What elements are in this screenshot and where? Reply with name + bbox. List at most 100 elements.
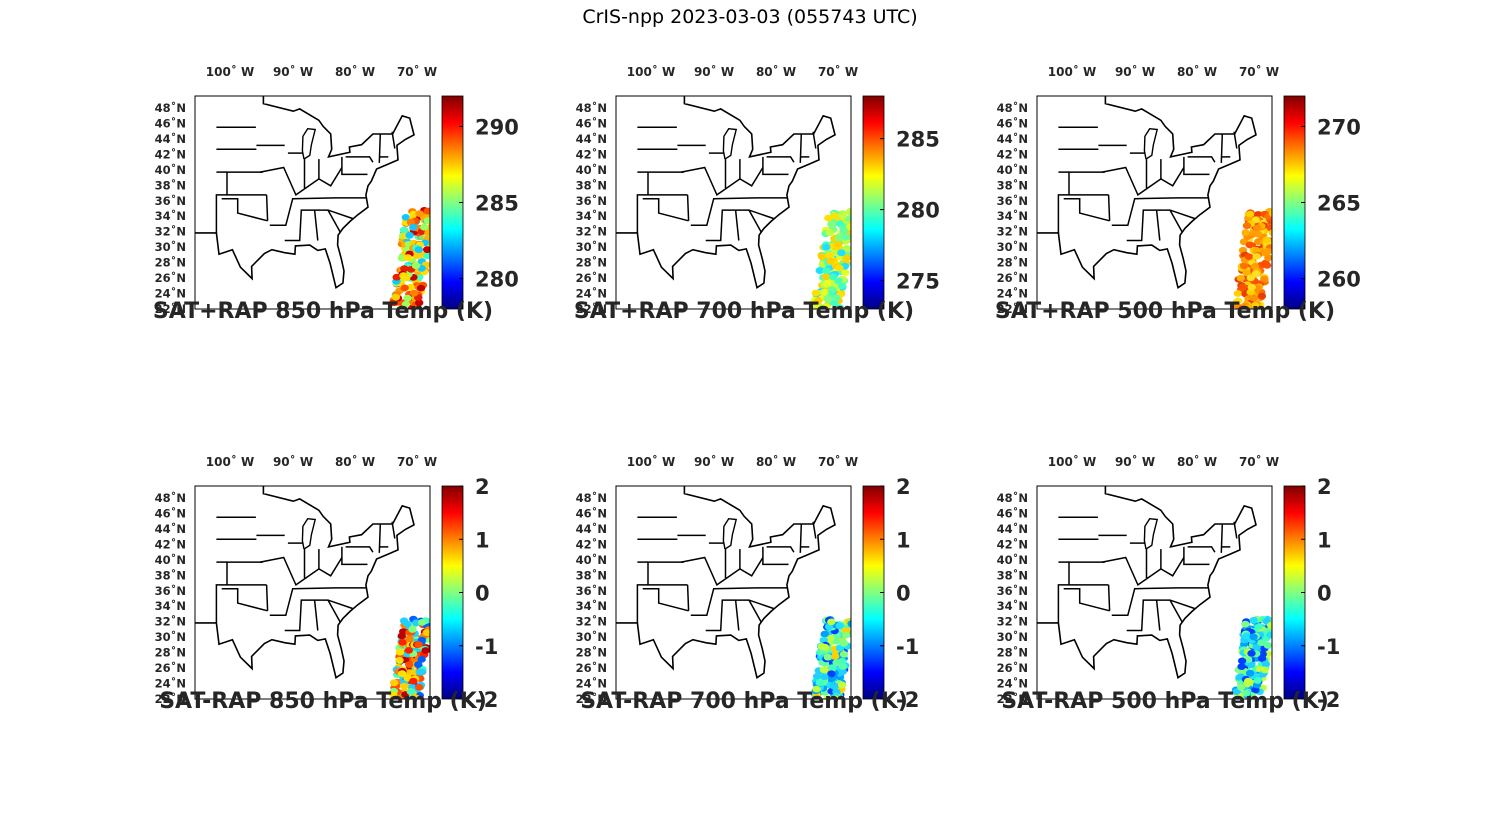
swath-point xyxy=(415,299,424,307)
lon-tick-label: 100˚ W xyxy=(627,64,675,79)
lat-tick-label: 46˚N xyxy=(155,506,186,521)
state-border xyxy=(226,561,263,585)
state-border xyxy=(1102,556,1185,587)
state-border xyxy=(1068,561,1105,585)
lon-tick-label: 100˚ W xyxy=(206,454,254,469)
lat-tick-label: 44˚N xyxy=(997,521,1028,536)
swath-point xyxy=(841,269,850,276)
state-border xyxy=(378,523,382,553)
swath-point xyxy=(838,681,847,689)
state-border xyxy=(734,210,740,241)
state-border xyxy=(341,546,368,566)
swath-point xyxy=(1252,253,1261,260)
colorbar xyxy=(862,95,885,310)
swath-point xyxy=(417,668,426,676)
swath-point xyxy=(823,695,832,699)
swath-point xyxy=(1254,623,1264,630)
swath-point xyxy=(406,669,416,676)
swath-point xyxy=(1253,677,1262,684)
swath-point xyxy=(404,647,414,654)
lat-tick-label: 36˚N xyxy=(997,193,1028,208)
lat-tick-label: 38˚N xyxy=(997,567,1028,582)
swath-point xyxy=(847,210,851,217)
swath-point xyxy=(846,223,851,231)
colorbar-tick-label: 2 xyxy=(1317,475,1332,499)
swath-point xyxy=(1266,224,1272,232)
swath-point xyxy=(830,299,839,307)
lon-tick-label: 80˚ W xyxy=(1177,454,1217,469)
state-border xyxy=(766,156,795,163)
state-border xyxy=(341,156,368,176)
swath-point xyxy=(398,639,407,646)
lat-tick-label: 28˚N xyxy=(155,645,186,660)
lat-tick-label: 22˚N xyxy=(997,301,1028,316)
swath-point xyxy=(839,651,849,658)
swath-point xyxy=(1260,666,1269,674)
lat-tick-label: 34˚N xyxy=(576,598,607,613)
swath-point xyxy=(827,286,837,293)
lat-tick-label: 30˚N xyxy=(155,239,186,254)
lat-tick-label: 44˚N xyxy=(997,131,1028,146)
state-border xyxy=(799,133,803,163)
lat-tick-label: 26˚N xyxy=(576,270,607,285)
lat-tick-label: 22˚N xyxy=(155,691,186,706)
panel-title: SAT-RAP 850 hPa Temp (K) xyxy=(159,689,487,714)
swath-point xyxy=(405,635,414,643)
satellite-swath xyxy=(389,207,430,309)
swath-point xyxy=(411,262,421,270)
state-border xyxy=(313,210,319,241)
state-border xyxy=(799,523,803,553)
swath-point xyxy=(832,294,841,301)
colorbar-tick-label: 265 xyxy=(1317,192,1361,216)
swath-point xyxy=(1266,621,1272,629)
lat-tick-label: 34˚N xyxy=(576,208,607,223)
state-border xyxy=(681,556,764,587)
lat-tick-label: 44˚N xyxy=(155,521,186,536)
lat-tick-label: 26˚N xyxy=(155,270,186,285)
swath-point xyxy=(414,661,423,668)
lat-tick-label: 28˚N xyxy=(997,645,1028,660)
swath-point xyxy=(1238,283,1247,291)
swath-point xyxy=(1246,288,1255,296)
swath-point xyxy=(835,264,844,272)
map-panel: 100˚ W 90˚ W 80˚ W 70˚ W 48˚N 46˚N 44˚N 42˚N 40˚… xyxy=(967,446,1397,746)
swath-point xyxy=(830,695,840,699)
swath-point xyxy=(837,249,846,257)
lat-tick-label: 32˚N xyxy=(576,224,607,239)
swath-point xyxy=(820,630,829,638)
state-border xyxy=(265,194,269,221)
panel-title: SAT+RAP 700 hPa Temp (K) xyxy=(573,299,915,324)
swath-point xyxy=(827,618,836,626)
swath-point xyxy=(835,304,844,309)
lat-tick-label: 40˚N xyxy=(997,552,1028,567)
lat-tick-label: 30˚N xyxy=(997,629,1028,644)
swath-point xyxy=(815,267,824,274)
swath-point xyxy=(830,683,839,690)
colorbar-tick-label: -1 xyxy=(896,635,919,659)
panel-title: SAT-RAP 500 hPa Temp (K) xyxy=(1001,689,1329,714)
swath-point xyxy=(415,683,424,691)
lat-tick-label: 46˚N xyxy=(576,116,607,131)
swath-point xyxy=(395,656,404,664)
swath-point xyxy=(1245,669,1255,677)
swath-point xyxy=(1239,262,1249,270)
swath-point xyxy=(423,252,430,260)
lat-tick-label: 44˚N xyxy=(155,131,186,146)
swath-point xyxy=(838,212,847,220)
swath-point xyxy=(1244,253,1254,260)
lon-tick-label: 90˚ W xyxy=(273,454,313,469)
map-frame xyxy=(194,485,431,700)
map-axes: 100˚ W 90˚ W 80˚ W 70˚ W 48˚N46˚N44˚N42˚N40˚… xyxy=(997,454,1341,712)
lat-tick-label: 28˚N xyxy=(576,255,607,270)
swath-point xyxy=(835,622,844,630)
state-border xyxy=(345,546,374,553)
swath-point xyxy=(835,220,845,227)
swath-point xyxy=(812,685,821,693)
colorbar-tick-label: 0 xyxy=(896,582,911,606)
swath-point xyxy=(403,254,413,262)
lon-tick-label: 90˚ W xyxy=(694,454,734,469)
map-panel: 100˚ W 90˚ W 80˚ W 70˚ W 48˚N 46˚N 44˚N 42˚N 40˚… xyxy=(125,446,555,746)
swath-point xyxy=(423,207,430,215)
swath-point xyxy=(1260,275,1269,283)
state-border xyxy=(705,209,743,242)
